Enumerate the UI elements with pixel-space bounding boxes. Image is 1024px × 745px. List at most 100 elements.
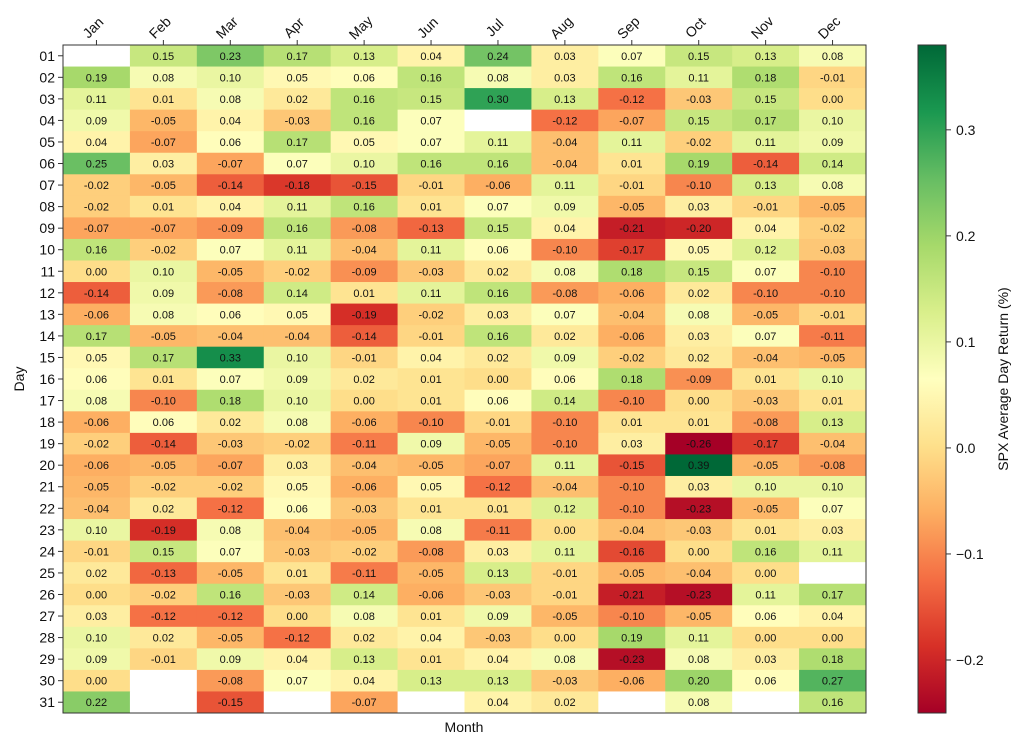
cell-value-label: 0.11 — [421, 288, 442, 300]
cell-value-label: -0.11 — [352, 568, 376, 580]
heatmap-cell — [732, 131, 800, 154]
heatmap-cell — [799, 217, 867, 240]
cell-value-label: -0.05 — [151, 115, 176, 127]
heatmap-cell — [464, 562, 532, 585]
heatmap-cell — [531, 282, 599, 304]
heatmap-cell — [330, 346, 398, 369]
heatmap-cell — [63, 131, 131, 154]
heatmap-cell — [732, 669, 800, 692]
heatmap-cell — [129, 346, 198, 369]
heatmap-cell — [732, 88, 800, 111]
cell-value-label: 0.06 — [353, 72, 374, 84]
heatmap-cell — [665, 325, 733, 348]
heatmap-cell — [732, 174, 800, 197]
heatmap-cell — [263, 519, 332, 542]
cell-value-label: -0.09 — [686, 374, 711, 386]
heatmap-cell — [129, 368, 198, 391]
heatmap-cell — [799, 88, 867, 111]
heatmap-cell — [464, 174, 532, 197]
heatmap-cell — [665, 454, 733, 477]
heatmap-cell — [397, 691, 465, 714]
heatmap-cell — [330, 583, 398, 606]
cell-value-label: -0.01 — [352, 352, 377, 364]
heatmap-cell — [799, 131, 867, 154]
day-tick-label: 18 — [39, 414, 55, 430]
heatmap-cell — [665, 152, 733, 175]
cell-value-label: -0.06 — [352, 417, 377, 429]
cell-value-label: 0.06 — [220, 309, 241, 321]
cell-value-label: 0.02 — [153, 503, 174, 515]
heatmap-cell — [799, 540, 867, 563]
cell-value-label: 0.19 — [86, 72, 107, 84]
heatmap-cell — [464, 346, 532, 369]
heatmap-cell — [531, 583, 599, 606]
cell-value-label: -0.03 — [285, 115, 310, 127]
cell-value-label: 0.01 — [755, 525, 776, 537]
heatmap-cell — [129, 540, 198, 563]
cell-value-label: -0.14 — [84, 288, 109, 300]
cell-value-label: -0.04 — [552, 482, 577, 494]
cell-value-label: -0.08 — [218, 288, 243, 300]
heatmap-cell — [598, 109, 666, 132]
day-tick-label: 04 — [39, 112, 55, 128]
cell-value-label: -0.12 — [285, 633, 310, 645]
cell-value-label: 0.03 — [487, 309, 508, 321]
cell-value-label: -0.19 — [151, 525, 176, 537]
heatmap-cell — [464, 432, 532, 455]
cell-value-label: -0.04 — [84, 503, 109, 515]
heatmap-cell — [330, 691, 398, 714]
cell-value-label: 0.11 — [822, 546, 843, 558]
cell-value-label: -0.10 — [552, 417, 577, 429]
heatmap-cell — [263, 626, 332, 649]
heatmap-cell — [464, 88, 532, 111]
heatmap-cell — [732, 454, 800, 477]
heatmap-cell — [63, 519, 131, 542]
cell-value-label: 0.08 — [286, 417, 307, 429]
cell-value-label: 0.01 — [286, 568, 307, 580]
cell-value-label: 0.05 — [286, 482, 307, 494]
heatmap-cell — [665, 238, 733, 261]
heatmap-cell — [598, 475, 666, 498]
cell-value-label: -0.11 — [820, 331, 844, 343]
cell-value-label: 0.14 — [353, 589, 374, 601]
cell-value-label: -0.01 — [552, 568, 577, 580]
heatmap-cell — [665, 368, 733, 391]
cell-value-label: -0.03 — [285, 589, 310, 601]
heatmap-cell — [196, 691, 265, 714]
cell-value-label: -0.10 — [619, 611, 644, 623]
cell-value-label: 0.11 — [488, 137, 509, 149]
cell-value-label: 0.08 — [86, 396, 107, 408]
cell-value-label: -0.04 — [285, 331, 310, 343]
cell-value-label: -0.05 — [552, 611, 577, 623]
heatmap-cell — [263, 648, 332, 671]
heatmap-cell — [196, 260, 265, 283]
heatmap-cell — [397, 626, 465, 649]
day-tick-label: 05 — [39, 134, 55, 150]
heatmap-cell — [63, 605, 131, 628]
heatmap-cell — [665, 648, 733, 671]
heatmap-cell — [732, 282, 800, 304]
heatmap-cell — [531, 303, 599, 326]
heatmap-cell — [665, 260, 733, 283]
cell-value-label: 0.15 — [755, 94, 776, 106]
day-tick-labels: 01 02 03 04 05 06 07 08 09 10 11 12 13 14 15 16 17 18 19 20… — [39, 48, 63, 710]
heatmap-cell — [598, 303, 666, 326]
heatmap-cell — [263, 540, 332, 563]
heatmap-cell — [665, 45, 733, 67]
cell-value-label: 0.06 — [286, 503, 307, 515]
heatmap-cell — [665, 475, 733, 498]
colorbar — [917, 44, 947, 714]
cell-value-label: -0.10 — [820, 266, 845, 278]
cell-value-label: -0.03 — [552, 676, 577, 688]
heatmap-cell — [263, 45, 332, 67]
heatmap-cell — [196, 432, 265, 455]
heatmap-cell — [598, 88, 666, 111]
cell-value-label: 0.06 — [487, 396, 508, 408]
cell-value-label: 0.01 — [420, 654, 441, 666]
cell-value-label: -0.20 — [686, 223, 711, 235]
cell-value-label: 0.08 — [420, 525, 441, 537]
cell-value-label: 0.00 — [554, 633, 575, 645]
heatmap-cell — [531, 195, 599, 218]
heatmap-cell — [330, 605, 398, 628]
cell-value-label: -0.07 — [485, 460, 510, 472]
